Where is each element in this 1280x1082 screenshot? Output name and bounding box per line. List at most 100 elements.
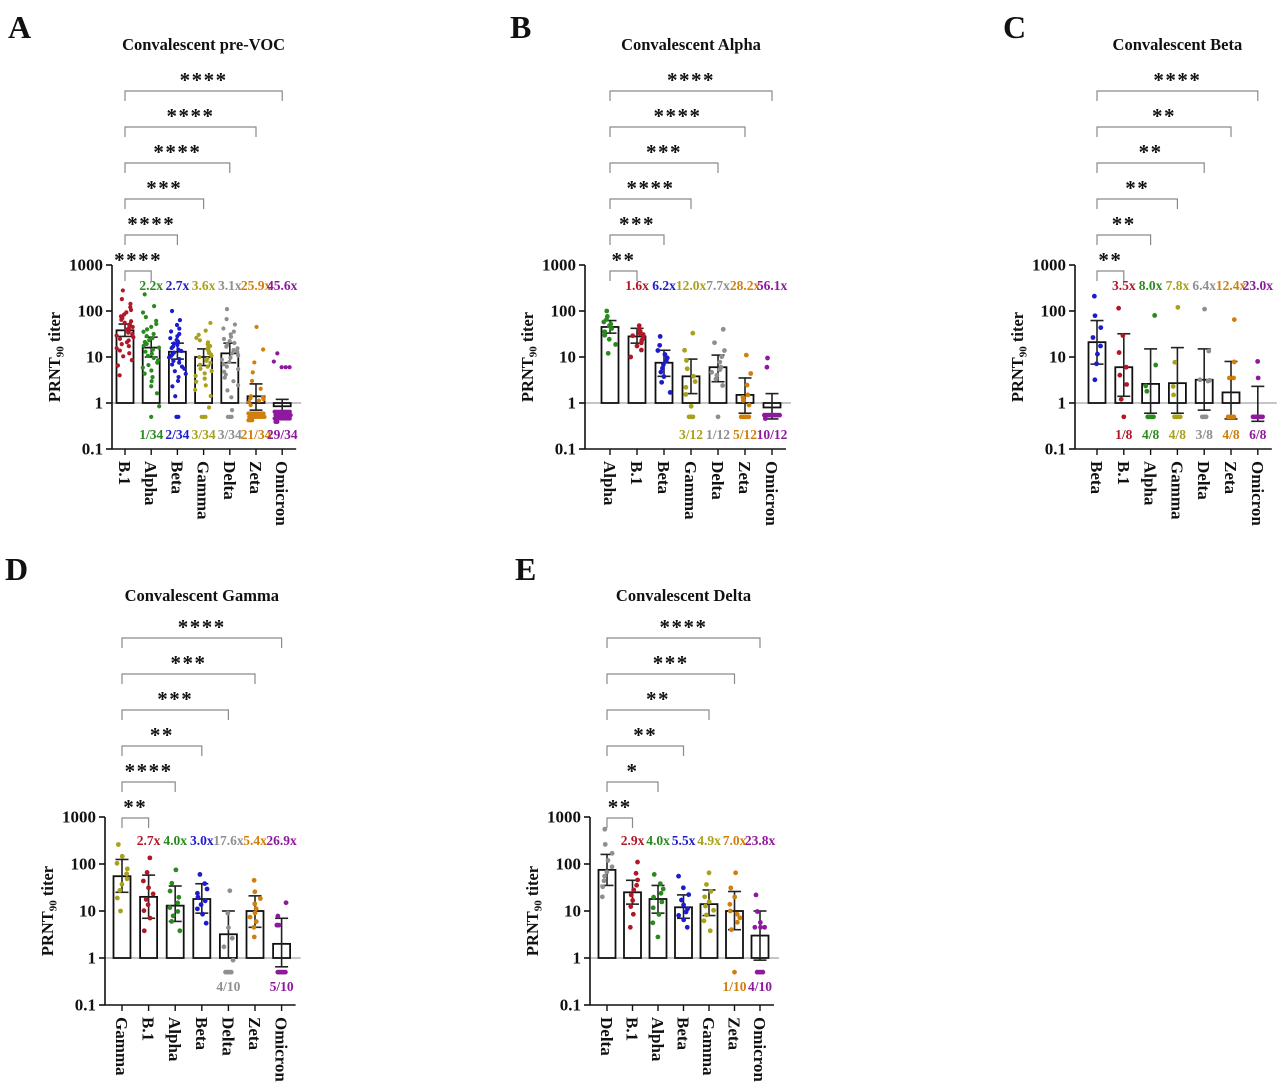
scatter-point xyxy=(229,395,234,400)
scatter-point xyxy=(601,878,607,884)
scatter-point xyxy=(661,362,666,367)
scatter-point xyxy=(1255,359,1261,364)
scatter-point xyxy=(176,894,182,900)
scatter-point xyxy=(175,342,180,348)
scatter-point xyxy=(709,369,715,375)
scatter-point xyxy=(246,400,252,405)
scatter-point xyxy=(156,358,161,363)
scatter-point xyxy=(229,935,235,941)
scatter-point xyxy=(177,360,182,365)
scatter-point xyxy=(141,928,147,934)
y-tick-label: 10 xyxy=(1049,348,1066,367)
scatter-point xyxy=(119,853,125,859)
scatter-point xyxy=(1098,325,1104,331)
x-category-label: Zeta xyxy=(245,1017,264,1051)
scatter-point xyxy=(117,348,122,353)
below-limit-point xyxy=(1231,414,1237,420)
scatter-point xyxy=(177,318,183,323)
x-category-label: Gamma xyxy=(194,461,213,520)
scatter-point xyxy=(247,914,253,920)
fold-change-label: 7.0x xyxy=(723,833,747,848)
scatter-point xyxy=(168,336,173,341)
scatter-point xyxy=(659,899,665,905)
scatter-point xyxy=(173,867,179,873)
significance-bracket xyxy=(606,673,736,684)
below-limit-point xyxy=(715,414,721,420)
below-limit-point xyxy=(229,414,234,419)
scatter-point xyxy=(230,957,236,963)
significance-stars: *** xyxy=(171,651,207,675)
significance-bracket xyxy=(121,709,229,720)
scatter-point xyxy=(232,322,238,327)
scatter-point xyxy=(1171,392,1176,398)
significance-stars: **** xyxy=(114,248,162,272)
scatter-point xyxy=(684,366,690,372)
scatter-point xyxy=(1091,293,1097,299)
scatter-point xyxy=(130,324,135,330)
significance-bracket xyxy=(124,270,152,281)
scatter-point xyxy=(179,364,185,369)
significance-stars: **** xyxy=(178,615,226,639)
scatter-point xyxy=(279,365,284,370)
significance-bracket xyxy=(606,637,761,648)
x-category-label: B.1 xyxy=(627,461,646,485)
panel-title: Convalescent Gamma xyxy=(125,586,279,605)
x-category-label: Beta xyxy=(674,1017,693,1051)
scatter-point xyxy=(127,351,132,356)
y-axis-label: PRNT90 titer xyxy=(38,866,60,956)
scatter-point xyxy=(118,314,124,319)
scatter-point xyxy=(1170,383,1176,389)
scatter-point xyxy=(122,320,127,325)
y-tick-label: 1 xyxy=(568,394,577,413)
x-category-label: Zeta xyxy=(735,461,754,495)
scatter-point xyxy=(120,288,125,293)
below-limit-count: 1/12 xyxy=(706,427,730,442)
significance-bracket xyxy=(1096,198,1178,209)
scatter-point xyxy=(758,924,763,930)
scatter-point xyxy=(209,368,214,374)
scatter-point xyxy=(219,357,225,362)
y-tick-label: 1 xyxy=(95,394,104,413)
significance-stars: *** xyxy=(146,176,182,200)
scatter-point xyxy=(145,902,151,908)
fold-change-label: 2.9x xyxy=(621,833,645,848)
below-limit-count: 4/8 xyxy=(1169,427,1187,442)
y-tick-label: 0.1 xyxy=(555,440,576,459)
scatter-point xyxy=(115,842,121,847)
significance-bracket xyxy=(609,198,692,209)
scatter-point xyxy=(168,329,174,334)
panel-B: 1000 100 10 1 0.1 PRNT90 titer Alpha B.1 Beta Gam… xyxy=(510,9,791,526)
below-limit-count: 3/34 xyxy=(192,427,216,442)
scatter-point xyxy=(150,375,155,380)
scatter-point xyxy=(128,305,133,310)
scatter-point xyxy=(664,355,670,361)
scatter-point xyxy=(150,347,156,352)
scatter-point xyxy=(224,364,229,369)
scatter-point xyxy=(650,905,656,911)
scatter-point xyxy=(202,371,207,376)
scatter-point xyxy=(704,912,709,918)
scatter-point xyxy=(221,944,227,950)
scatter-point xyxy=(754,909,760,914)
scatter-point xyxy=(676,913,682,918)
scatter-point xyxy=(743,352,749,358)
scatter-point xyxy=(602,826,608,832)
fold-change-label: 7.8x xyxy=(1166,278,1190,293)
scatter-point xyxy=(154,321,159,327)
significance-stars: *** xyxy=(653,651,689,675)
scatter-point xyxy=(195,894,201,900)
y-tick-label: 100 xyxy=(78,302,104,321)
x-category-label: Delta xyxy=(218,1017,237,1056)
scatter-point xyxy=(175,900,181,906)
scatter-point xyxy=(197,362,203,367)
scatter-point xyxy=(712,340,717,346)
scatter-point xyxy=(167,905,173,910)
scatter-point xyxy=(144,870,150,875)
x-category-label: Beta xyxy=(654,461,673,495)
scatter-point xyxy=(126,338,131,343)
below-limit-point xyxy=(228,969,234,975)
below-limit-point xyxy=(288,413,293,418)
y-tick-label: 100 xyxy=(71,855,97,874)
scatter-point xyxy=(236,353,241,358)
